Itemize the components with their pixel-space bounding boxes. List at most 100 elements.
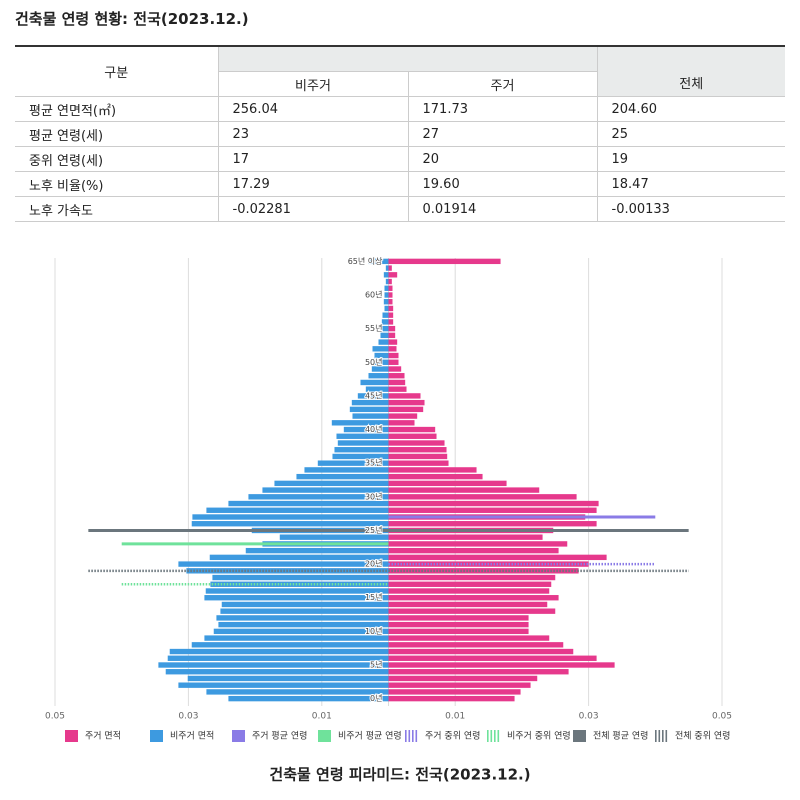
y-tick-label: 60년 — [365, 290, 383, 300]
bar — [388, 595, 559, 601]
bar — [388, 359, 399, 365]
y-tick-label: 20년 — [365, 559, 383, 569]
bar — [245, 547, 389, 554]
bar — [388, 299, 393, 305]
legend-label: 비주거 중위 연령 — [507, 730, 571, 742]
bar — [205, 588, 389, 594]
bar — [388, 379, 406, 386]
legend-item: 주거 면적 — [65, 730, 121, 742]
bar — [383, 272, 389, 278]
header-group — [217, 46, 597, 72]
legend-swatch — [412, 730, 414, 742]
bar — [279, 534, 389, 540]
y-tick-label: 30년 — [365, 491, 383, 501]
header-cell: 비주거 — [217, 71, 408, 97]
y-tick-label: 15년 — [365, 592, 383, 602]
bar — [372, 346, 389, 352]
legend-swatch — [408, 730, 411, 742]
bar — [351, 399, 389, 406]
legend-label: 비주거 평균 연령 — [338, 730, 402, 742]
bar — [388, 393, 421, 399]
bar — [216, 615, 389, 621]
legend-item: 비주거 면적 — [150, 730, 214, 742]
header-cell: 주거 — [407, 71, 597, 97]
table-row: 평균 연령(세) 23 27 25 — [15, 121, 785, 147]
bar — [388, 447, 447, 453]
bar — [388, 628, 529, 635]
bar — [191, 521, 389, 527]
bar — [388, 426, 436, 433]
legend-item: 전체 중위 연령 — [655, 730, 730, 742]
legend-swatch — [655, 730, 657, 742]
bar — [388, 285, 393, 291]
bar — [388, 621, 529, 628]
bar — [388, 487, 540, 493]
bar — [388, 588, 550, 594]
bar — [191, 642, 389, 648]
bar — [388, 480, 507, 487]
legend-swatch — [487, 730, 489, 742]
bar — [388, 339, 398, 345]
bar — [349, 406, 389, 413]
chart: 0.05 0.03 0.01 0.01 0.03 0.05 0년 5년 10년 15년 20년 25년… — [45, 255, 732, 784]
bar — [388, 346, 397, 352]
bar — [274, 480, 389, 487]
y-tick-label: 65년 이상 — [348, 256, 383, 266]
table-cell: 19.60 — [407, 171, 597, 197]
bar — [388, 258, 501, 265]
bar — [388, 453, 448, 460]
bar — [178, 561, 389, 567]
y-tick-label: 25년 — [365, 525, 383, 535]
bar — [388, 406, 424, 413]
bar — [388, 413, 418, 419]
bar — [317, 460, 389, 466]
table-cell: 평균 연면적(㎡) — [15, 96, 218, 122]
bar — [388, 695, 515, 702]
table-cell: 171.73 — [407, 96, 597, 122]
y-tick-label: 40년 — [365, 424, 383, 434]
legend-swatch — [665, 730, 668, 742]
table-cell: 17.29 — [217, 171, 408, 197]
bar — [331, 420, 389, 426]
bar — [388, 662, 615, 668]
bar — [388, 373, 405, 379]
bar — [388, 386, 407, 392]
x-tick-label: 0.05 — [45, 712, 65, 722]
bar — [388, 655, 597, 661]
legend-swatch — [573, 730, 586, 742]
bar — [382, 312, 389, 318]
bar — [388, 440, 445, 446]
bar — [388, 399, 425, 406]
legend-swatch — [490, 730, 493, 742]
chart-title: 건축물 연령 피라미드: 전국(2023.12.) — [269, 766, 530, 784]
bar — [388, 460, 449, 466]
bar — [167, 655, 389, 661]
bar — [204, 595, 389, 601]
y-tick-label: 55년 — [365, 323, 383, 333]
bar — [388, 642, 564, 648]
y-tick-label: 5년 — [370, 660, 382, 670]
bar — [388, 494, 577, 500]
bar — [228, 695, 389, 702]
header-cell: 구분 — [15, 46, 218, 97]
table-cell: -0.00133 — [596, 196, 785, 222]
table-cell: 23 — [217, 121, 408, 147]
legend-swatch — [415, 730, 418, 742]
y-tick-label: 10년 — [365, 626, 383, 636]
y-tick-label: 0년 — [370, 693, 382, 703]
bar — [373, 359, 389, 365]
y-tick-label: 45년 — [365, 390, 383, 400]
bar — [388, 682, 531, 688]
bar — [352, 413, 389, 419]
bar — [374, 352, 389, 359]
legend-swatch — [65, 730, 78, 742]
bar — [388, 332, 396, 339]
legend-item: 주거 평균 연령 — [232, 730, 307, 742]
bar — [169, 648, 389, 655]
bar — [385, 265, 389, 271]
legend-swatch — [150, 730, 163, 742]
bar — [192, 514, 389, 520]
bar — [228, 500, 389, 507]
bar — [388, 521, 597, 527]
